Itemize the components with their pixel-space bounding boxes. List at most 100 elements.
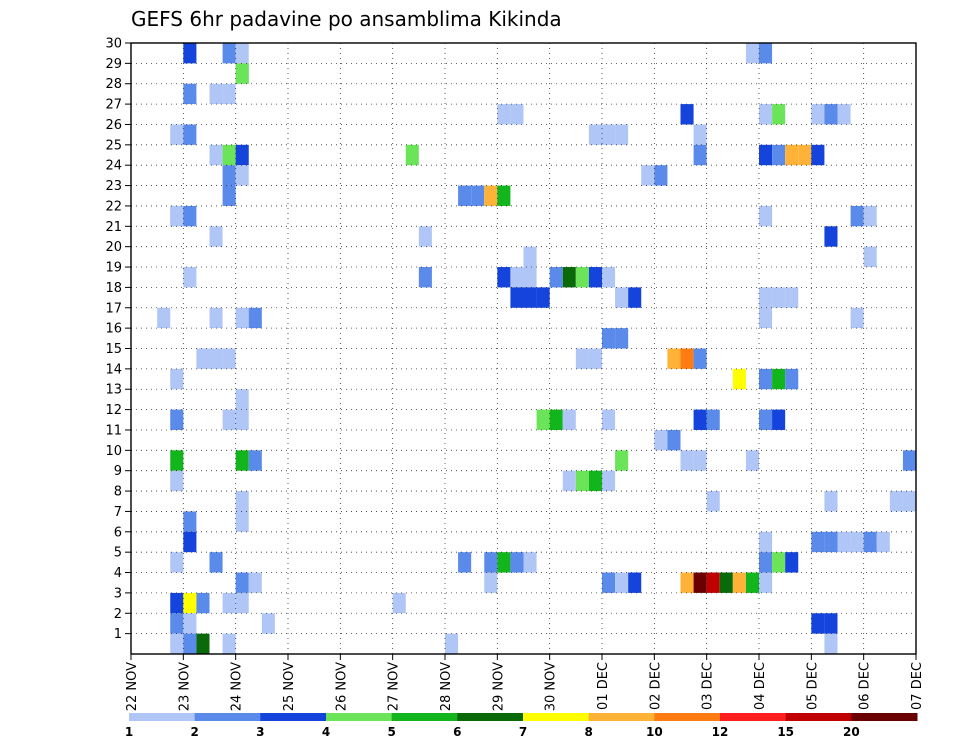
y-tick-label: 22 <box>105 199 122 214</box>
heatmap-cell <box>471 185 485 206</box>
heatmap-cell <box>759 531 773 553</box>
heatmap-cell <box>759 43 773 64</box>
heatmap-cell <box>497 552 511 573</box>
heatmap-cell <box>235 307 249 329</box>
heatmap-cell <box>837 531 851 553</box>
colorbar-segment <box>391 713 458 721</box>
heatmap-cell <box>170 409 184 430</box>
heatmap-cell <box>549 267 563 288</box>
heatmap-cell <box>235 409 249 430</box>
x-tick-label: 03 DEC <box>701 662 716 710</box>
heatmap-cell <box>667 348 681 369</box>
heatmap-cell <box>235 389 249 410</box>
heatmap-cell <box>536 287 550 308</box>
colorbar-tick-label: 1 <box>125 725 133 739</box>
heatmap-cell <box>759 552 773 573</box>
heatmap-cell <box>772 144 786 166</box>
y-tick-label: 9 <box>114 464 122 479</box>
heatmap-cell <box>706 491 720 512</box>
heatmap-cell <box>170 633 184 654</box>
heatmap-cell <box>248 450 262 471</box>
colorbar-tick-label: 15 <box>777 725 794 739</box>
colorbar: 1 2 3 4 5 6 7 8 10 12 15 20 <box>125 713 918 739</box>
heatmap-cell <box>248 307 262 329</box>
heatmap-cell <box>772 104 786 125</box>
chart-title: GEFS 6hr padavine po ansamblima Kikinda <box>131 7 562 31</box>
heatmap-cell <box>183 633 197 654</box>
heatmap-cell <box>706 409 720 430</box>
heatmap-cell <box>523 552 537 573</box>
heatmap-cell <box>170 205 184 227</box>
heatmap-cell <box>235 572 249 593</box>
heatmap-cell <box>392 592 406 614</box>
y-tick-label: 24 <box>105 159 122 174</box>
heatmap-cell <box>863 205 877 227</box>
y-tick-label: 3 <box>114 586 122 601</box>
heatmap-cell <box>170 124 184 145</box>
heatmap-cell <box>602 328 616 349</box>
heatmap-cell <box>261 613 275 634</box>
heatmap-cell <box>510 287 524 308</box>
heatmap-cell <box>811 613 825 634</box>
heatmap-cell <box>667 429 681 451</box>
y-tick-label: 14 <box>105 362 122 377</box>
heatmap-cell <box>588 267 602 288</box>
heatmap-cell <box>510 267 524 288</box>
heatmap-cell <box>222 185 236 206</box>
heatmap-cell <box>615 450 629 471</box>
colorbar-segment <box>785 713 852 721</box>
heatmap-cell <box>235 511 249 532</box>
heatmap-cell <box>510 104 524 125</box>
heatmap-cell <box>183 511 197 532</box>
colorbar-segment <box>457 713 524 721</box>
heatmap-cell <box>602 267 616 288</box>
heatmap-cell <box>732 368 746 390</box>
x-tick-label: 02 DEC <box>648 662 663 710</box>
heatmap-cell <box>235 165 249 186</box>
heatmap-cell <box>811 531 825 553</box>
y-tick-label: 4 <box>114 566 122 581</box>
y-tick-label: 18 <box>105 281 122 296</box>
colorbar-segment <box>588 713 655 721</box>
heatmap-cell <box>523 246 537 268</box>
y-tick-label: 1 <box>114 627 122 642</box>
y-tick-label: 13 <box>105 383 122 398</box>
colorbar-tick-label: 20 <box>843 725 860 739</box>
heatmap-cell <box>654 429 668 451</box>
heatmap-cell <box>732 572 746 593</box>
heatmap-cell <box>811 144 825 166</box>
heatmap-cell <box>602 572 616 593</box>
colorbar-segment <box>194 713 261 721</box>
heatmap-cell <box>824 226 838 247</box>
x-tick-label: 23 NOV <box>177 662 192 711</box>
y-tick-label: 19 <box>105 261 122 276</box>
heatmap-cell <box>693 450 707 471</box>
heatmap-cell <box>602 470 616 492</box>
heatmap-cell <box>693 124 707 145</box>
heatmap-cell <box>484 572 498 593</box>
heatmap-cell <box>654 165 668 186</box>
heatmap-cell <box>850 205 864 227</box>
heatmap-cell <box>772 368 786 390</box>
heatmap-cell <box>759 572 773 593</box>
heatmap-cell <box>824 633 838 654</box>
heatmap-cell <box>850 307 864 329</box>
y-tick-label: 16 <box>105 322 122 337</box>
heatmap-cell <box>693 409 707 430</box>
heatmap-cell <box>706 572 720 593</box>
y-tick-label: 21 <box>105 220 122 235</box>
heatmap-cell <box>562 409 576 430</box>
heatmap-cell <box>222 409 236 430</box>
y-tick-label: 30 <box>105 37 122 52</box>
heatmap-cell <box>235 63 249 84</box>
heatmap-cell <box>615 328 629 349</box>
y-tick-label: 8 <box>114 485 122 500</box>
heatmap-cell <box>759 307 773 329</box>
heatmap-cell <box>222 165 236 186</box>
y-tick-label: 7 <box>114 505 122 520</box>
heatmap-cell <box>222 592 236 614</box>
colorbar-tick-label: 7 <box>519 725 527 739</box>
y-tick-label: 28 <box>105 77 122 92</box>
heatmap-cell <box>575 348 589 369</box>
heatmap-cell <box>458 185 472 206</box>
